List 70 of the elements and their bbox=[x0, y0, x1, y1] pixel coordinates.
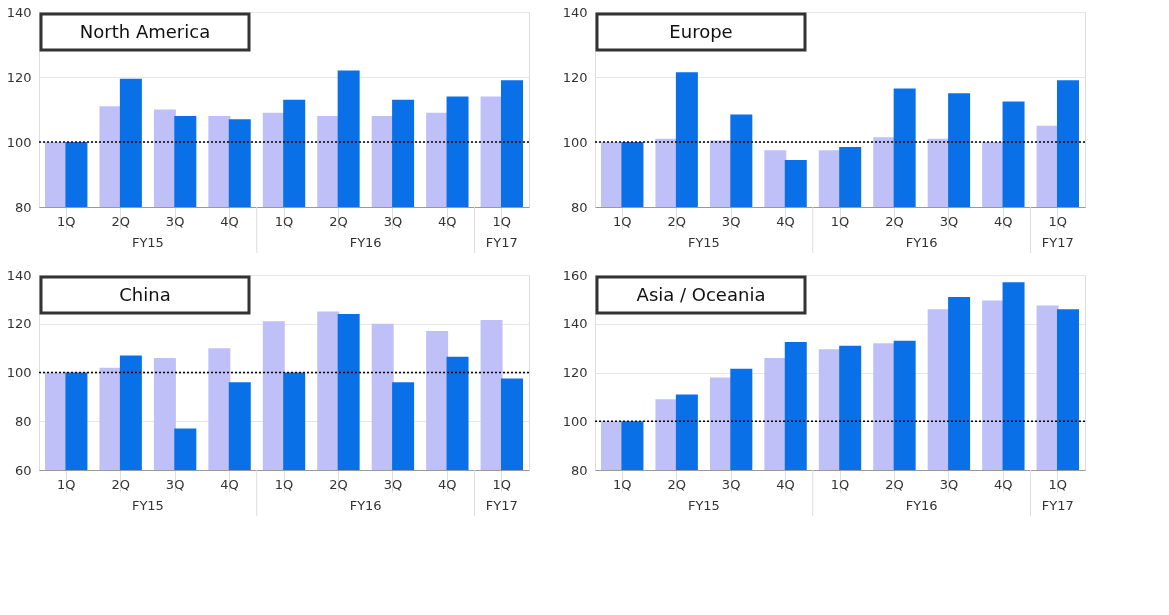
x-tick-label: 4Q bbox=[438, 476, 457, 492]
y-tick-label: 80 bbox=[570, 199, 588, 215]
text: China bbox=[119, 284, 171, 305]
text: FY17 bbox=[485, 235, 518, 250]
y-tick-label: 120 bbox=[6, 69, 32, 85]
x-tick-label: 2Q bbox=[885, 476, 904, 492]
x-tick-label: 2Q bbox=[885, 213, 904, 229]
text: FY15 bbox=[687, 235, 720, 250]
x-tick-label: 4Q bbox=[994, 476, 1013, 492]
text: North America bbox=[79, 21, 211, 42]
y-tick-label: 120 bbox=[6, 316, 32, 332]
x-tick-label: 3Q bbox=[165, 213, 185, 229]
text: FY16 bbox=[349, 235, 382, 250]
text: Europe bbox=[669, 21, 733, 42]
x-tick-label: 1Q bbox=[492, 476, 512, 492]
x-tick-label: 1Q bbox=[56, 213, 76, 229]
y-tick-label: 140 bbox=[6, 4, 32, 20]
y-tick-label: 140 bbox=[6, 267, 32, 283]
x-tick-label: 3Q bbox=[721, 213, 741, 229]
y-tick-label: 120 bbox=[562, 69, 588, 85]
y-tick-label: 80 bbox=[14, 413, 32, 429]
text: FY15 bbox=[131, 235, 164, 250]
x-tick-label: 1Q bbox=[612, 213, 632, 229]
x-tick-label: 4Q bbox=[220, 476, 239, 492]
y-tick-label: 140 bbox=[562, 316, 588, 332]
text: FY15 bbox=[687, 498, 720, 513]
y-tick-label: 100 bbox=[6, 134, 32, 150]
text: FY16 bbox=[349, 498, 382, 513]
x-tick-label: 1Q bbox=[612, 476, 632, 492]
y-tick-label: 80 bbox=[570, 462, 588, 478]
x-tick-label: 3Q bbox=[939, 476, 959, 492]
x-tick-label: 4Q bbox=[994, 213, 1013, 229]
x-tick-label: 1Q bbox=[492, 213, 512, 229]
x-tick-label: 2Q bbox=[667, 213, 686, 229]
y-tick-label: 100 bbox=[562, 413, 588, 429]
x-tick-label: 4Q bbox=[220, 213, 239, 229]
text: FY17 bbox=[485, 498, 518, 513]
x-tick-label: 1Q bbox=[830, 476, 850, 492]
x-tick-label: 2Q bbox=[111, 476, 130, 492]
x-tick-label: 3Q bbox=[939, 213, 959, 229]
y-tick-label: 80 bbox=[14, 199, 32, 215]
x-tick-label: 1Q bbox=[830, 213, 850, 229]
text: FY17 bbox=[1041, 235, 1074, 250]
x-tick-label: 3Q bbox=[165, 476, 185, 492]
x-tick-label: 1Q bbox=[56, 476, 76, 492]
x-tick-label: 3Q bbox=[383, 213, 403, 229]
y-tick-label: 100 bbox=[562, 134, 588, 150]
y-tick-label: 120 bbox=[562, 365, 588, 380]
x-tick-label: 2Q bbox=[111, 213, 130, 229]
x-tick-label: 1Q bbox=[1048, 213, 1068, 229]
x-tick-label: 3Q bbox=[721, 476, 741, 492]
y-tick-label: 100 bbox=[6, 365, 32, 380]
y-tick-label: 160 bbox=[562, 267, 588, 283]
x-tick-label: 4Q bbox=[776, 476, 795, 492]
x-tick-label: 1Q bbox=[274, 213, 294, 229]
x-tick-label: 4Q bbox=[438, 213, 457, 229]
x-tick-label: 2Q bbox=[667, 476, 686, 492]
x-tick-label: 4Q bbox=[776, 213, 795, 229]
x-tick-label: 1Q bbox=[1048, 476, 1068, 492]
text: Asia / Oceania bbox=[636, 284, 766, 305]
x-tick-label: 2Q bbox=[329, 476, 348, 492]
y-tick-label: 140 bbox=[562, 4, 588, 20]
text: FY16 bbox=[905, 498, 938, 513]
text: FY17 bbox=[1041, 498, 1074, 513]
x-tick-label: 3Q bbox=[383, 476, 403, 492]
x-tick-label: 1Q bbox=[274, 476, 294, 492]
y-tick-label: 60 bbox=[14, 462, 32, 478]
x-tick-label: 2Q bbox=[329, 213, 348, 229]
text: FY16 bbox=[905, 235, 938, 250]
text: FY15 bbox=[131, 498, 164, 513]
